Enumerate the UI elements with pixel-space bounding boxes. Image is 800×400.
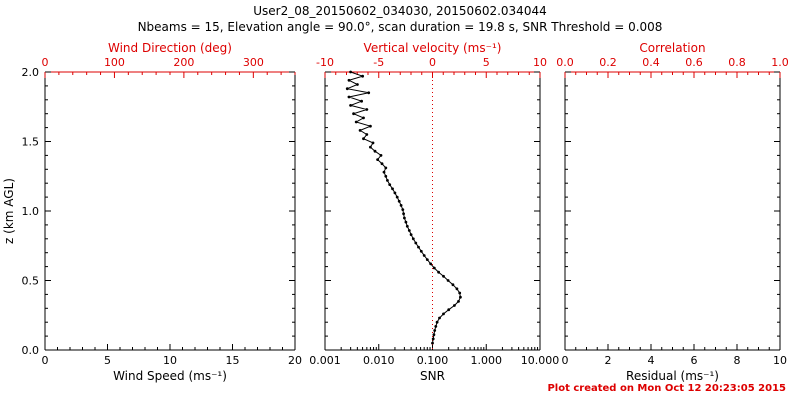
plot-title: User2_08_20150602_034030, 20150602.03404…	[253, 4, 547, 18]
svg-text:0.0: 0.0	[22, 344, 40, 357]
svg-text:1.0: 1.0	[22, 205, 40, 218]
x-axis-title-residual: Residual (ms⁻¹)	[626, 369, 719, 383]
svg-text:10.000: 10.000	[521, 354, 560, 367]
svg-text:2: 2	[605, 354, 612, 367]
svg-text:300: 300	[243, 56, 264, 69]
svg-text:0.8: 0.8	[728, 56, 746, 69]
svg-text:2.0: 2.0	[22, 66, 40, 79]
svg-text:-10: -10	[316, 56, 334, 69]
svg-text:200: 200	[173, 56, 194, 69]
plot-subtitle: Nbeams = 15, Elevation angle = 90.0°, sc…	[137, 20, 663, 34]
svg-text:8: 8	[734, 354, 741, 367]
svg-text:10: 10	[533, 56, 547, 69]
svg-text:0.5: 0.5	[22, 275, 40, 288]
svg-text:0.100: 0.100	[417, 354, 449, 367]
y-axis-title: z (km AGL)	[2, 178, 16, 244]
panel-snr: 0.001 0.010 0.100 1.000 10.000 -10 -5 0 5 10 Verti…	[309, 41, 559, 383]
svg-text:6: 6	[691, 354, 698, 367]
svg-text:15: 15	[226, 354, 240, 367]
svg-text:1.5: 1.5	[22, 136, 40, 149]
svg-text:20: 20	[288, 354, 302, 367]
svg-text:1.000: 1.000	[471, 354, 503, 367]
snr-profile-series	[345, 70, 462, 345]
svg-text:0.6: 0.6	[685, 56, 703, 69]
svg-text:0.0: 0.0	[556, 56, 574, 69]
svg-text:0: 0	[42, 354, 49, 367]
svg-text:10: 10	[773, 354, 787, 367]
svg-text:5: 5	[104, 354, 111, 367]
panel-residual: 0 2 4 6 8 10 0.0 0.2 0.4 0.6 0.8 1.0 Correlation Resi…	[556, 41, 789, 383]
svg-text:0.4: 0.4	[642, 56, 660, 69]
svg-text:0.001: 0.001	[309, 354, 341, 367]
x-axis-title-snr: SNR	[420, 369, 445, 383]
svg-text:0.2: 0.2	[599, 56, 617, 69]
svg-text:0: 0	[429, 56, 436, 69]
svg-text:5: 5	[483, 56, 490, 69]
top-axis-title-wind-speed: Wind Direction (deg)	[108, 41, 232, 55]
svg-text:4: 4	[648, 354, 655, 367]
plot-created-timestamp: Plot created on Mon Oct 12 20:23:05 2015	[547, 383, 786, 394]
top-axis-title-snr: Vertical velocity (ms⁻¹)	[364, 41, 502, 55]
svg-text:1.0: 1.0	[771, 56, 789, 69]
top-axis-title-residual: Correlation	[639, 41, 705, 55]
svg-text:0.010: 0.010	[363, 354, 395, 367]
svg-text:-5: -5	[373, 56, 384, 69]
svg-text:100: 100	[104, 56, 125, 69]
svg-text:0: 0	[562, 354, 569, 367]
x-axis-title-wind-speed: Wind Speed (ms⁻¹)	[113, 369, 227, 383]
svg-text:0: 0	[42, 56, 49, 69]
svg-text:10: 10	[163, 354, 177, 367]
